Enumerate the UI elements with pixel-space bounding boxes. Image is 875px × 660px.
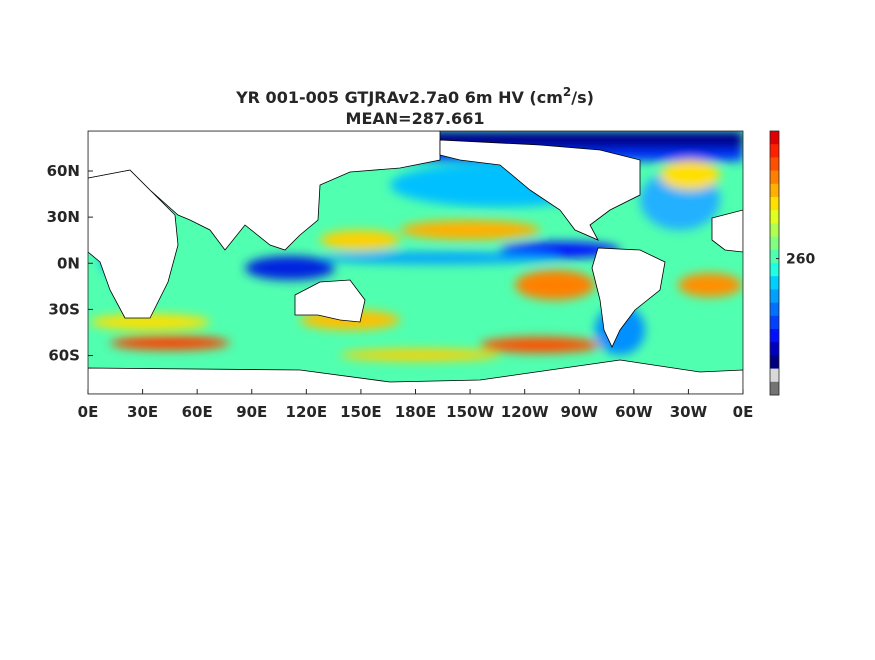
x-tick-label: 90W — [561, 403, 599, 421]
colorbar-band — [770, 236, 779, 251]
y-tick-label: 60N — [47, 162, 80, 180]
colorbar-band — [770, 368, 779, 383]
colorbar-band — [770, 249, 779, 264]
x-tick-label: 120E — [286, 403, 328, 421]
x-tick-label: 150W — [446, 403, 494, 421]
colorbar-band — [770, 381, 779, 396]
x-tick-label: 90E — [236, 403, 267, 421]
title-main: YR 001-005 GTJRAv2.7a0 6m HV (cm — [235, 88, 563, 107]
map-field — [88, 131, 743, 394]
y-tick-label: 60S — [48, 347, 80, 365]
colorbar-band — [770, 131, 779, 145]
x-tick-label: 60W — [615, 403, 653, 421]
colorbar-band — [770, 197, 779, 211]
colorbar-tick-label: 260 — [786, 252, 815, 268]
title-superscript: 2 — [563, 85, 571, 99]
x-tick-label: 30E — [127, 403, 158, 421]
x-tick-label: 60E — [182, 403, 213, 421]
x-tick-label: 120W — [501, 403, 549, 421]
subtitle: MEAN=287.661 — [346, 109, 485, 128]
x-tick-label: 150E — [340, 403, 382, 421]
colorbar-band — [770, 210, 779, 224]
colorbar-band — [770, 355, 779, 369]
colorbar-band — [770, 223, 779, 237]
y-tick-label: 30N — [47, 208, 80, 226]
colorbar-band — [770, 183, 779, 198]
title: YR 001-005 GTJRAv2.7a0 6m HV (cm2/s) — [235, 85, 594, 107]
colorbar-band — [770, 329, 779, 343]
colorbar-band — [770, 170, 779, 185]
y-tick-label: 0N — [57, 254, 80, 272]
x-tick-label: 180E — [395, 403, 437, 421]
colorbar-band — [770, 302, 779, 317]
x-tick-label: 30W — [670, 403, 708, 421]
x-tick-label: 0E — [78, 403, 99, 421]
colorbar-band — [770, 157, 779, 171]
colorbar-band — [770, 342, 779, 356]
colorbar-band — [770, 276, 779, 290]
colorbar-band — [770, 263, 779, 277]
colorbar-frame — [769, 130, 780, 396]
y-tick-label: 30S — [48, 300, 80, 318]
colorbar-band — [770, 144, 779, 158]
x-tick-label: 0E — [733, 403, 754, 421]
colorbar-band — [770, 315, 779, 330]
title-end: /s) — [571, 88, 594, 107]
colorbar-band — [770, 289, 779, 303]
